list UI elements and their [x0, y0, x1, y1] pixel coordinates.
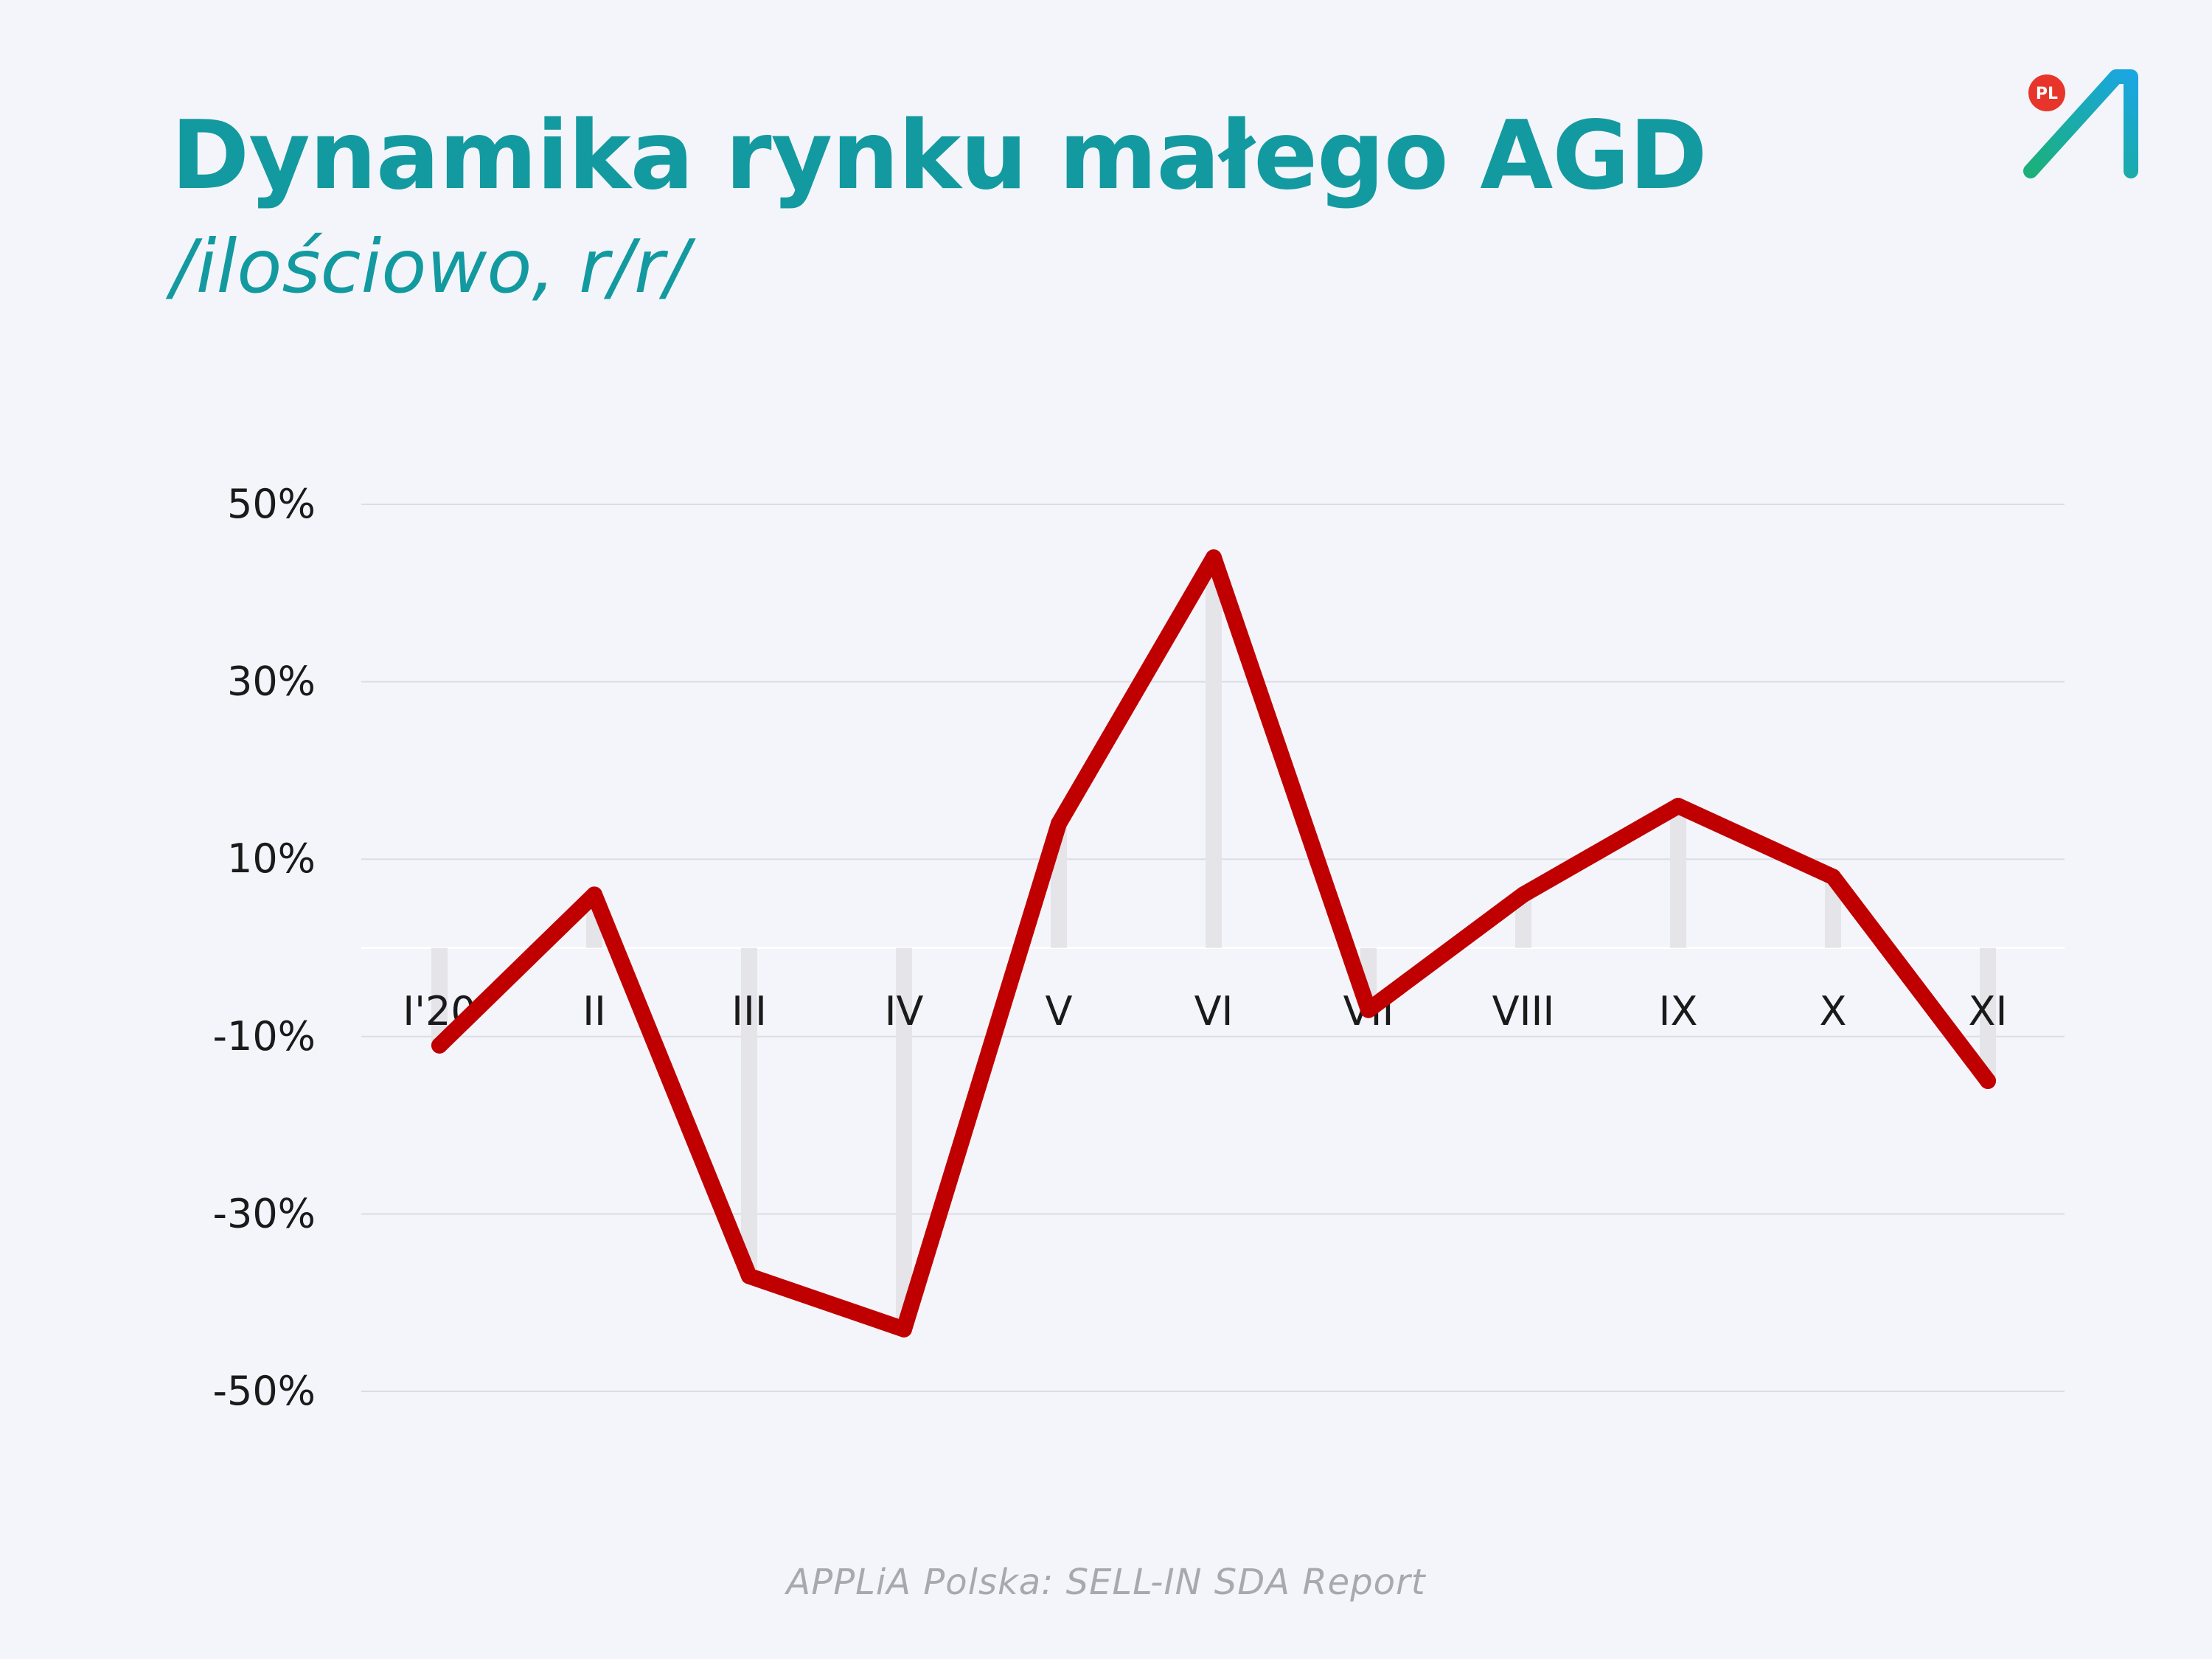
data-point [1825, 869, 1841, 886]
y-axis-labels: 50% 30% 10% -10% -30% -50% [212, 481, 316, 1414]
y-tick-label: 30% [227, 658, 316, 705]
y-tick-label: 50% [227, 481, 316, 527]
data-point [1670, 798, 1686, 815]
pl-badge [2028, 74, 2065, 111]
applia-logo: PL [2020, 66, 2138, 184]
value-bar [1206, 557, 1222, 948]
x-tick-label: IX [1659, 988, 1698, 1034]
x-tick-label: III [731, 988, 767, 1034]
value-bar [1670, 806, 1686, 948]
data-point [1515, 886, 1531, 903]
chart-subtitle: /ilościowo, r/r/ [171, 223, 689, 310]
x-tick-label: VI [1194, 988, 1234, 1034]
y-tick-label: -30% [212, 1190, 316, 1237]
data-point [741, 1267, 757, 1284]
bar-layer [431, 557, 1996, 1329]
applia-a-logo-icon: PL [2023, 69, 2138, 178]
data-point [1360, 1001, 1377, 1018]
data-point [896, 1321, 912, 1338]
value-bar [1980, 947, 1996, 1081]
pl-badge-text: PL [2036, 85, 2058, 103]
chart-title: Dynamika rynku małego AGD [171, 101, 1708, 211]
value-bar [741, 947, 757, 1276]
data-point [1206, 549, 1222, 566]
x-tick-label: X [1820, 988, 1847, 1034]
grid-layer [361, 504, 2065, 1392]
value-bar [896, 947, 912, 1329]
x-tick-label: VIII [1492, 988, 1555, 1034]
x-tick-label: IV [885, 988, 924, 1034]
series-line-layer [431, 549, 1996, 1338]
data-point [1980, 1072, 1996, 1089]
data-point [586, 886, 602, 903]
value-bar [1515, 894, 1531, 948]
data-point [1051, 815, 1067, 832]
y-tick-label: -10% [212, 1013, 316, 1060]
source-note: APPLiA Polska: SELL-IN SDA Report [786, 1562, 1426, 1603]
y-tick-label: -50% [212, 1368, 316, 1414]
value-bar [431, 947, 448, 1046]
x-tick-label: II [582, 988, 606, 1034]
x-tick-label: XI [1969, 988, 2008, 1034]
y-tick-label: 10% [227, 835, 316, 882]
data-point [431, 1037, 448, 1054]
x-tick-label: V [1046, 988, 1073, 1034]
